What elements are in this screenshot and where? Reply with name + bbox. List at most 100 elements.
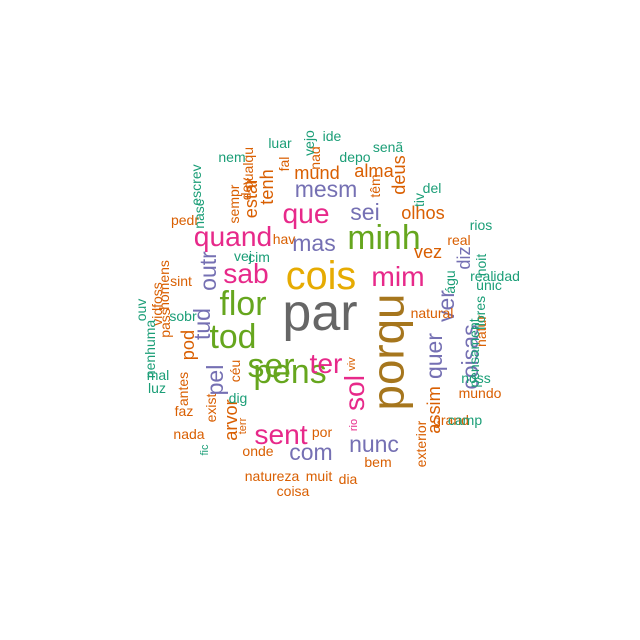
- word-28: vez: [414, 242, 442, 262]
- word-31: estar: [241, 178, 261, 218]
- word-20: pel: [202, 365, 228, 396]
- word-14: sab: [223, 257, 268, 289]
- word-80: del: [423, 180, 442, 196]
- word-16: mas: [292, 230, 335, 256]
- word-95: mal: [147, 367, 170, 383]
- word-69: rio: [348, 419, 360, 431]
- word-11: sol: [338, 375, 370, 411]
- word-38: onde: [242, 443, 273, 459]
- word-9: mim: [371, 260, 424, 292]
- word-34: mund: [294, 163, 340, 183]
- word-4: minh: [347, 219, 420, 257]
- word-64: grand: [433, 412, 469, 428]
- word-18: outr: [195, 251, 221, 291]
- word-67: terr: [237, 417, 249, 434]
- word-90: cim: [248, 249, 270, 265]
- word-94: luz: [148, 380, 166, 396]
- word-60: real: [447, 232, 470, 248]
- word-44: dia: [339, 471, 358, 487]
- word-46: faz: [175, 403, 194, 419]
- word-76: únic: [476, 277, 502, 293]
- word-3: ser: [248, 347, 295, 385]
- word-57: homens: [156, 260, 172, 310]
- word-33: alma: [354, 161, 394, 181]
- word-1: porqu: [363, 294, 414, 411]
- word-96: dig: [229, 390, 248, 406]
- word-26: diz: [454, 246, 474, 269]
- word-74: camp: [448, 412, 482, 428]
- word-92: ouv: [133, 299, 149, 322]
- word-29: assim: [424, 386, 444, 434]
- word-22: nunc: [349, 431, 399, 457]
- word-36: arvor: [221, 399, 241, 440]
- word-85: luar: [268, 135, 292, 151]
- word-58: vidfoss: [149, 282, 165, 326]
- word-97: fic: [199, 444, 211, 456]
- word-66: céu: [227, 360, 243, 383]
- word-43: bem: [364, 454, 391, 470]
- word-70: rios: [470, 217, 493, 233]
- word-25: ver: [433, 290, 459, 322]
- word-45: antes: [175, 372, 191, 406]
- word-13: sent: [254, 418, 307, 450]
- word-48: sint: [170, 273, 192, 289]
- word-42: coisa: [277, 483, 310, 499]
- word-19: tud: [189, 308, 215, 340]
- word-79: tiv: [411, 193, 427, 207]
- word-62: natur: [473, 315, 489, 347]
- word-93: nenhuma: [142, 320, 158, 379]
- word-83: ide: [323, 128, 342, 144]
- word-75: flores: [472, 296, 488, 330]
- word-40: natureza: [245, 468, 300, 484]
- word-7: tod: [210, 318, 257, 356]
- word-77: noit: [473, 254, 489, 277]
- word-8: que: [282, 197, 329, 229]
- word-65: exterior: [413, 420, 429, 467]
- word-47: nada: [173, 426, 204, 442]
- word-51: dev: [238, 178, 254, 201]
- word-68: viv: [346, 357, 358, 371]
- word-54: fal: [276, 157, 292, 172]
- word-56: pedr: [171, 212, 199, 228]
- word-30: tenh: [257, 169, 277, 204]
- word-39: por: [312, 424, 333, 440]
- word-10: ter: [310, 347, 343, 379]
- word-24: coisas: [457, 324, 483, 389]
- word-37: exist: [203, 394, 219, 423]
- word-5: pens: [253, 353, 326, 391]
- word-2: cois: [286, 254, 356, 298]
- word-82: depo: [339, 149, 370, 165]
- word-41: muit: [306, 468, 333, 484]
- word-87: escrev: [188, 164, 204, 205]
- word-91: sobr: [169, 308, 197, 324]
- word-71: realidad: [470, 268, 520, 284]
- word-59: qualqu: [240, 147, 256, 189]
- word-78: águ: [442, 270, 458, 293]
- word-81: senã: [373, 139, 404, 155]
- word-50: sempr: [226, 184, 242, 223]
- word-73: noss: [461, 370, 491, 386]
- word-6: flor: [220, 285, 267, 323]
- word-49: pass: [157, 308, 173, 338]
- word-0: par: [282, 284, 357, 342]
- word-84: vejo: [301, 130, 317, 156]
- word-55: nad: [307, 146, 323, 169]
- word-53: hav: [273, 231, 296, 247]
- word-12: quand: [194, 220, 272, 252]
- word-27: olhos: [401, 203, 444, 223]
- word-61: natural: [411, 305, 454, 321]
- word-89: vej: [234, 248, 252, 264]
- word-86: nem: [218, 149, 245, 165]
- word-23: quer: [421, 333, 447, 379]
- word-17: mesm: [295, 176, 358, 202]
- word-52: têm: [367, 174, 383, 197]
- word-88: nasc: [191, 199, 207, 229]
- word-32: deus: [389, 155, 409, 194]
- word-72: pensament: [466, 318, 482, 387]
- word-63: mundo: [459, 385, 502, 401]
- word-35: pod: [178, 330, 198, 360]
- word-15: sei: [350, 199, 379, 225]
- word-21: com: [289, 439, 332, 465]
